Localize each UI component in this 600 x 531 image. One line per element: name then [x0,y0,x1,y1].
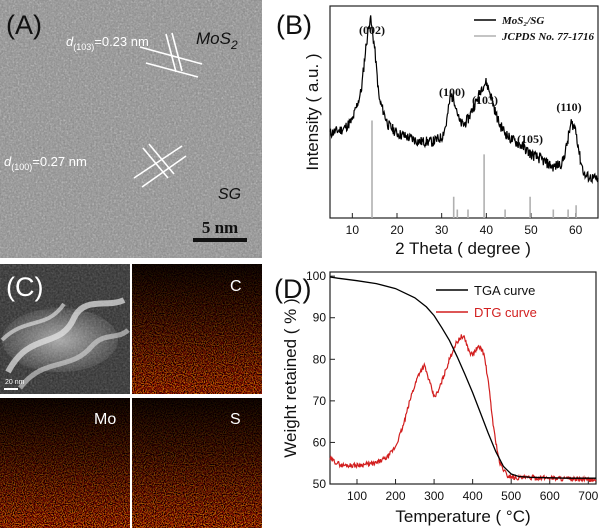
tga-legend-label: TGA curve [474,283,535,298]
panel-a-scale-bar [193,238,247,242]
tga-y-tick-label: 90 [313,311,327,325]
xrd-pattern-line [329,15,599,185]
tga-x-tick-label: 100 [347,489,367,503]
tga-x-axis-title: Temperature ( °C) [395,507,530,526]
eds-map-carbon: C [132,264,262,394]
tga-x-tick-label: 400 [463,489,483,503]
tga-y-tick-label: 60 [313,435,327,449]
eds-map-label-molybdenum: Mo [94,411,116,428]
haadf-image: 20 nm [0,264,130,394]
xrd-x-tick-label: 60 [569,223,583,237]
mos2-label: MoS2 [196,29,238,52]
panel-d-label: (D) [274,274,311,304]
panel-b-label: (B) [276,10,312,40]
xrd-reference-bars [371,120,577,218]
xrd-peak-label-100: (100) [439,85,465,99]
tga-plot-frame [329,271,597,485]
eds-map-sulfur: S [132,398,262,528]
eds-map-label-carbon: C [230,278,242,295]
eds-map-molybdenum: Mo [0,398,130,528]
d103-spacing-label: d(103)=0.23 nm [66,34,149,52]
tga-axis-ticks: 100 200 300 400 500 600 700 50 60 70 80 90 100 [306,269,599,503]
d100-spacing-label: d(100)=0.27 nm [4,154,87,172]
d103-markers [139,32,203,78]
panel-a-tem-image: (A) MoS2 d(103)=0.23 nm d(100)=0.27 nm S… [0,0,262,258]
tga-y-tick-label: 80 [313,352,327,366]
panel-c-eds-maps: 20 nm (C) C Mo S [0,264,262,528]
xrd-peak-label-110: (110) [556,100,581,114]
tga-x-tick-label: 600 [540,489,560,503]
tga-x-tick-label: 300 [424,489,444,503]
xrd-legend-sample: MoS₂/SG [501,15,544,27]
xrd-peak-label-002: (002) [359,23,385,37]
tga-x-tick-label: 500 [501,489,521,503]
panel-d-tga-chart: (D) 100 200 300 400 500 600 700 50 60 70 80 90 100 T… [274,269,599,526]
panel-c-scale-text: 20 nm [5,379,25,386]
panel-a-label: (A) [6,10,42,40]
eds-map-label-sulfur: S [230,411,241,428]
tga-y-tick-label: 70 [313,394,327,408]
xrd-plot-frame [329,5,599,219]
xrd-x-tick-label: 30 [435,223,449,237]
xrd-x-tick-label: 20 [390,223,404,237]
panel-a-scale-text: 5 nm [202,218,238,237]
panel-c-label: (C) [6,272,43,302]
tga-x-tick-label: 700 [578,489,598,503]
tga-y-tick-label: 50 [313,477,327,491]
xrd-x-tick-label: 10 [346,223,360,237]
dtg-curve-line [329,334,597,483]
sg-label: SG [218,186,241,203]
tga-y-axis-title: Weight retained ( % ) [281,298,300,457]
panel-b-xrd-chart: (B) 10 20 30 40 50 60 (002) (100) (103) (105)… [276,5,599,258]
xrd-peak-label-103: (103) [472,93,498,107]
tga-y-tick-label: 100 [306,269,326,283]
xrd-x-tick-label: 40 [480,223,494,237]
xrd-y-axis-title: Intensity ( a.u. ) [303,53,322,170]
tga-curve-line [329,276,596,479]
panel-c-scale-bar [4,388,18,390]
d100-markers [133,143,187,188]
xrd-legend-ref: JCPDS No. 77-1716 [501,31,594,43]
xrd-x-tick-label: 50 [524,223,538,237]
dtg-legend-label: DTG curve [474,305,537,320]
xrd-x-axis-title: 2 Theta ( degree ) [395,239,531,258]
tga-x-tick-label: 200 [386,489,406,503]
xrd-axis-ticks: 10 20 30 40 50 60 [346,213,583,237]
xrd-peak-label-105: (105) [517,132,543,146]
